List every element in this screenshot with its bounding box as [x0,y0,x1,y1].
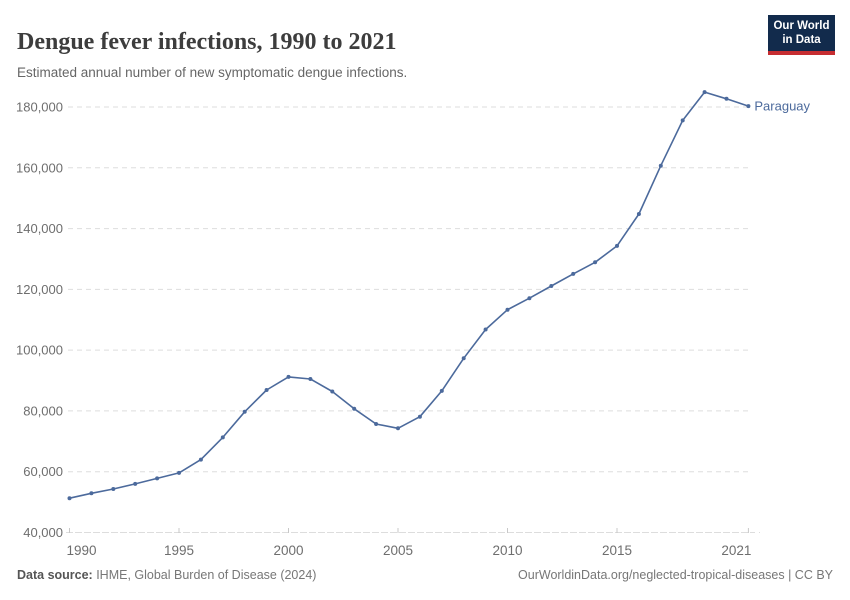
data-point[interactable] [461,356,466,361]
x-tick-label: 1995 [164,543,194,558]
chart-subtitle: Estimated annual number of new symptomat… [17,64,408,80]
data-point[interactable] [264,388,269,392]
y-tick-label: 40,000 [23,525,63,540]
data-point[interactable] [549,284,554,288]
y-tick-label: 160,000 [16,160,63,175]
data-point[interactable] [286,374,291,379]
data-point[interactable] [417,414,422,419]
data-point[interactable] [67,496,72,501]
data-point[interactable] [133,481,138,486]
y-tick-label: 140,000 [16,221,63,236]
data-point[interactable] [571,271,576,276]
data-point[interactable] [505,307,510,312]
data-point[interactable] [242,409,247,414]
data-point[interactable] [352,406,357,411]
footer-license-link[interactable]: OurWorldinData.org/neglected-tropical-di… [518,568,833,582]
x-tick-label: 2010 [492,543,522,558]
data-point[interactable] [330,389,335,394]
owid-logo-line1: Our World [773,20,830,32]
y-tick-label: 60,000 [23,464,63,479]
data-point[interactable] [702,90,707,95]
data-point[interactable] [155,476,160,481]
y-tick-label: 180,000 [16,100,63,115]
x-tick-label: 1990 [67,543,97,558]
data-point[interactable] [439,388,444,393]
y-tick-label: 120,000 [16,282,63,297]
data-point[interactable] [615,243,619,248]
data-point[interactable] [636,212,641,216]
data-source-value: IHME, Global Burden of Disease (2024) [92,568,317,582]
data-point[interactable] [89,491,94,496]
data-source-note: Data source: IHME, Global Burden of Dise… [17,568,316,582]
data-point[interactable] [308,377,313,381]
data-point[interactable] [746,104,751,109]
data-point[interactable] [111,487,116,491]
x-tick-label: 2005 [383,543,413,558]
data-point[interactable] [396,426,400,431]
owid-logo-text: Our World in Data [768,15,835,51]
data-point[interactable] [220,435,225,440]
data-point[interactable] [483,327,488,332]
chart-footer: Data source: IHME, Global Burden of Dise… [17,568,833,582]
owid-logo-redbar [768,50,835,55]
data-line-paraguay[interactable] [68,91,750,499]
y-tick-label: 100,000 [16,343,63,358]
y-tick-label: 80,000 [23,403,63,418]
data-point[interactable] [177,470,181,475]
data-point[interactable] [724,96,729,101]
owid-logo-line2: in Data [782,34,821,47]
x-tick-label: 2000 [273,543,303,558]
data-point[interactable] [198,457,203,462]
data-point[interactable] [527,296,532,301]
page-title: Dengue fever infections, 1990 to 2021 [17,29,397,56]
data-point[interactable] [374,422,379,426]
data-source-label: Data source: [17,568,93,582]
data-point[interactable] [593,260,598,265]
series-label-paraguay[interactable]: Paraguay [754,99,810,114]
owid-logo[interactable]: Our World in Data [768,15,835,55]
data-point[interactable] [658,163,663,168]
x-tick-label: 2015 [602,543,632,558]
data-point[interactable] [680,118,685,123]
x-tick-label: 2021 [721,543,751,558]
